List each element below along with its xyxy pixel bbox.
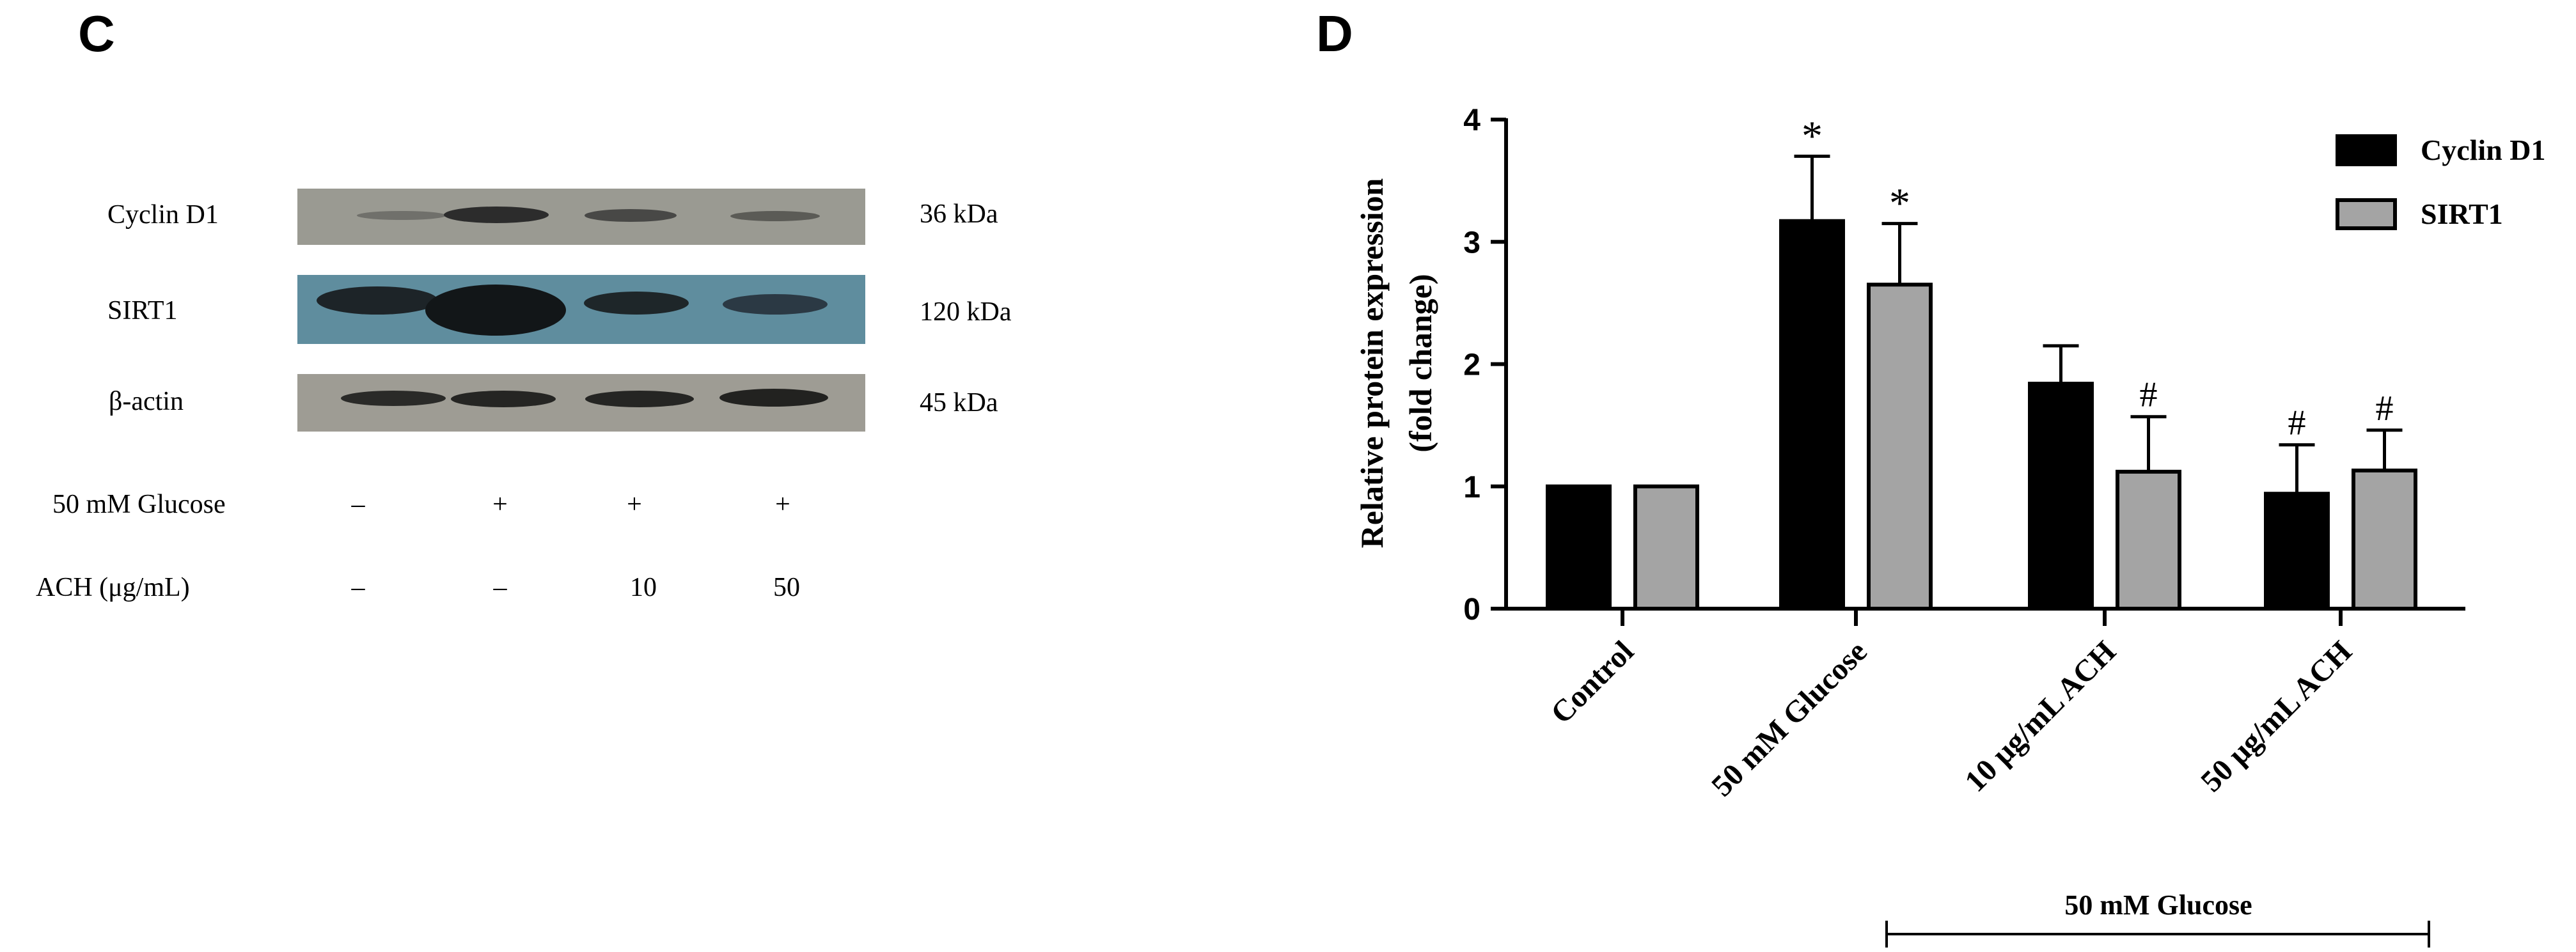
panel-c: C Cyclin D1 SIRT1 β-actin 36 kDa 120 kDa… [36,5,1012,602]
significance-marker: # [2376,389,2394,428]
kda-label-sirt1: 120 kDa [920,297,1012,327]
condition-value: – [351,490,366,519]
x-tick-label: 10 μg/mL ACH [1958,634,2123,799]
bracket-label: 50 mM Glucose [2064,889,2252,921]
y-axis-label-line: (fold change) [1402,274,1438,452]
bar-sirt1 [2116,469,2181,611]
kda-label-cyclin-d1: 36 kDa [920,199,998,229]
blot-label-sirt1: SIRT1 [107,296,178,325]
bar-cyclin-d1 [1779,219,1845,611]
band-actin-lane3 [585,391,694,407]
bar-cyclin-d1 [1546,484,1612,611]
condition-value: – [351,573,366,602]
condition-label-glucose: 50 mM Glucose [52,490,226,519]
condition-value: 10 [630,573,657,602]
band-sirt1-lane1 [317,286,438,315]
bar-sirt1 [1867,283,1933,611]
bar-cyclin-d1 [2028,382,2094,611]
y-tick-label: 0 [1463,593,1480,627]
glucose-bracket: 50 mM Glucose [1885,889,2430,948]
blot-label-cyclin-d1: Cyclin D1 [107,200,219,230]
band-sirt1-lane3 [584,292,689,315]
kda-label-beta-actin: 45 kDa [920,388,998,417]
condition-value: – [493,573,508,602]
bar-sirt1 [1633,484,1699,611]
band-cyclin-lane2 [444,207,549,223]
bar-sirt1 [2352,468,2417,611]
x-tick-label: 50 μg/mL ACH [2194,634,2359,799]
y-tick-label: 4 [1463,104,1480,137]
y-axis-label-line: Relative protein expression [1354,178,1390,548]
legend-label: Cyclin D1 [2421,134,2546,166]
bar-cyclin-d1 [2264,492,2330,611]
significance-marker: # [2140,375,2158,415]
y-tick-label: 1 [1463,471,1480,504]
bar-chart: 0 1 2 3 4 Relative protein expression (fold ch… [1354,104,2546,803]
band-sirt1-lane4 [723,294,828,315]
condition-value: + [627,490,642,519]
legend-swatch [2336,134,2397,166]
band-actin-lane2 [451,391,556,407]
band-cyclin-lane1 [357,211,446,220]
condition-value: + [492,490,508,519]
band-sirt1-lane2 [425,285,566,336]
x-tick-label: Control [1544,634,1640,730]
y-axis-label: Relative protein expression (fold change) [1354,178,1438,548]
significance-marker: # [2288,403,2306,443]
condition-value: + [775,490,790,519]
significance-marker: * [1889,180,1910,227]
band-actin-lane4 [719,389,828,407]
panel-d: D 0 1 2 3 4 Relative protein expression (fold … [1316,5,2546,948]
significance-marker: * [1802,113,1823,159]
y-tick-label: 2 [1463,348,1480,382]
y-tick-label: 3 [1463,226,1480,260]
band-cyclin-lane4 [730,211,820,221]
panel-c-letter: C [78,5,115,62]
band-cyclin-lane3 [585,209,677,222]
legend-swatch [2336,198,2397,230]
condition-label-ach: ACH (μg/mL) [36,573,190,602]
condition-value: 50 [773,573,800,602]
x-tick-label: 50 mM Glucose [1705,634,1874,803]
legend-label: SIRT1 [2421,198,2503,230]
band-actin-lane1 [341,391,446,406]
panel-d-letter: D [1316,5,1353,62]
blot-label-beta-actin: β-actin [109,387,184,416]
